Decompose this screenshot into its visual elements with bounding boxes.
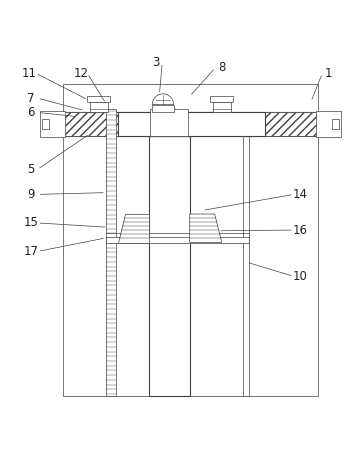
Polygon shape	[265, 112, 318, 135]
Bar	[118, 112, 265, 135]
Bar	[150, 109, 188, 135]
Bar	[106, 237, 248, 242]
Bar	[106, 109, 116, 396]
Text: 3: 3	[152, 56, 160, 69]
Text: 11: 11	[22, 67, 37, 80]
Text: 16: 16	[293, 224, 308, 236]
Text: 5: 5	[27, 163, 35, 176]
Polygon shape	[190, 214, 222, 242]
Bar	[63, 112, 318, 135]
Text: 6: 6	[27, 106, 35, 119]
Text: 17: 17	[24, 245, 39, 258]
Bar	[149, 135, 190, 396]
Bar	[213, 102, 231, 112]
Bar	[152, 105, 174, 112]
Bar	[90, 102, 108, 112]
Bar	[211, 96, 233, 102]
Wedge shape	[152, 94, 174, 105]
Bar	[243, 135, 248, 396]
Polygon shape	[118, 214, 149, 242]
Text: 1: 1	[325, 67, 333, 80]
Text: 14: 14	[293, 188, 308, 201]
Text: 15: 15	[24, 217, 38, 229]
Polygon shape	[63, 112, 118, 135]
Text: 8: 8	[218, 61, 226, 74]
Bar	[63, 84, 318, 396]
Bar	[40, 111, 65, 137]
Bar	[316, 111, 341, 137]
Text: 12: 12	[73, 67, 88, 80]
Text: 7: 7	[27, 92, 35, 105]
Bar	[42, 119, 49, 129]
Bar	[87, 96, 110, 102]
Text: 10: 10	[293, 270, 308, 283]
Bar	[332, 119, 339, 129]
Text: 9: 9	[27, 188, 35, 201]
